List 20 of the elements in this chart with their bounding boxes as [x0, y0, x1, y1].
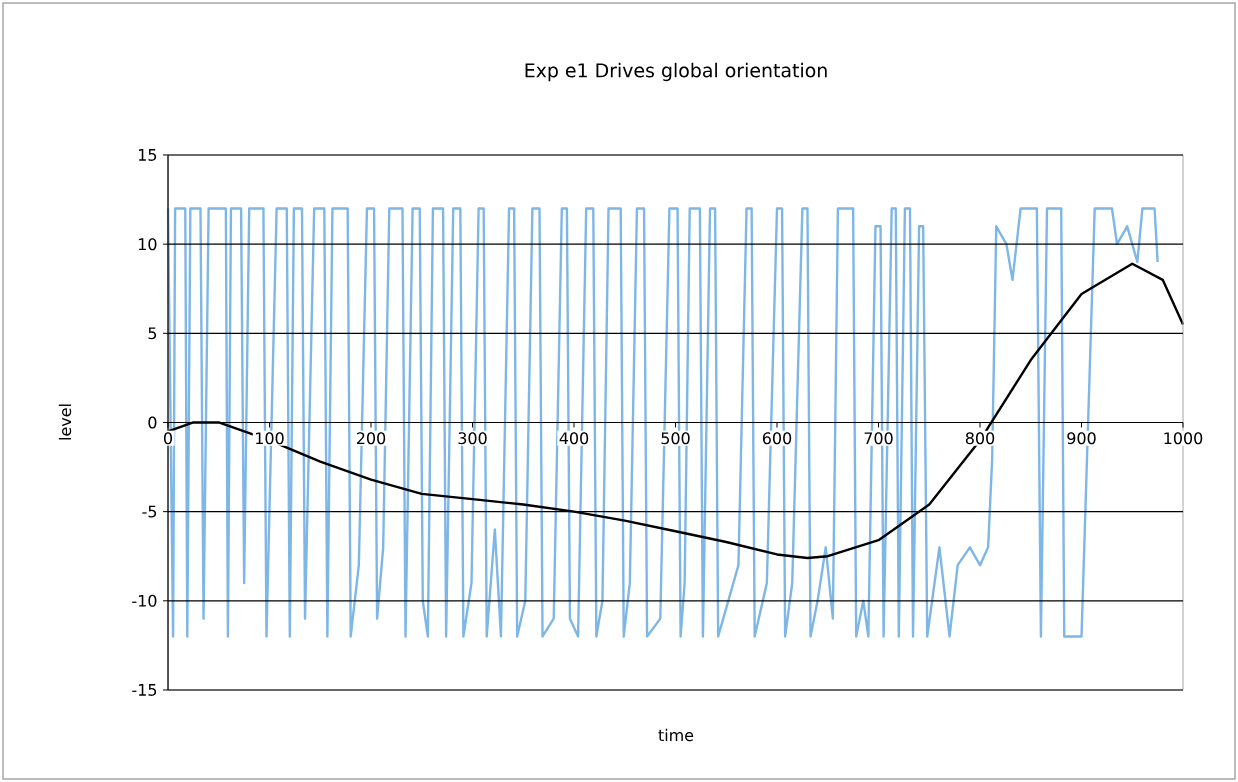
x-tick-label: 700 [864, 432, 893, 445]
x-tick-label: 900 [1067, 432, 1096, 445]
x-tick-label: 1000 [1164, 432, 1203, 445]
y-tick-label: -5 [142, 505, 157, 518]
x-axis-title: time [658, 728, 694, 742]
x-tick-label: 300 [458, 432, 487, 445]
line-series [166, 207, 1159, 638]
x-tick-label: 200 [356, 432, 386, 445]
y-tick-label: -15 [132, 684, 157, 696]
y-tick-label: 0 [148, 416, 157, 429]
x-tick-label: 0 [163, 432, 173, 445]
y-tick-label: 15 [138, 149, 157, 161]
y-tick-label: -10 [132, 594, 157, 607]
x-tick-label: 600 [762, 432, 792, 445]
y-tick-label: 10 [138, 238, 157, 251]
x-tick-label: 400 [559, 432, 589, 445]
y-tick-label: 5 [148, 327, 157, 340]
y-axis-title: level [58, 404, 72, 440]
chart-title: Exp e1 Drives global orientation [525, 62, 827, 82]
x-tick-label: 500 [661, 432, 690, 445]
